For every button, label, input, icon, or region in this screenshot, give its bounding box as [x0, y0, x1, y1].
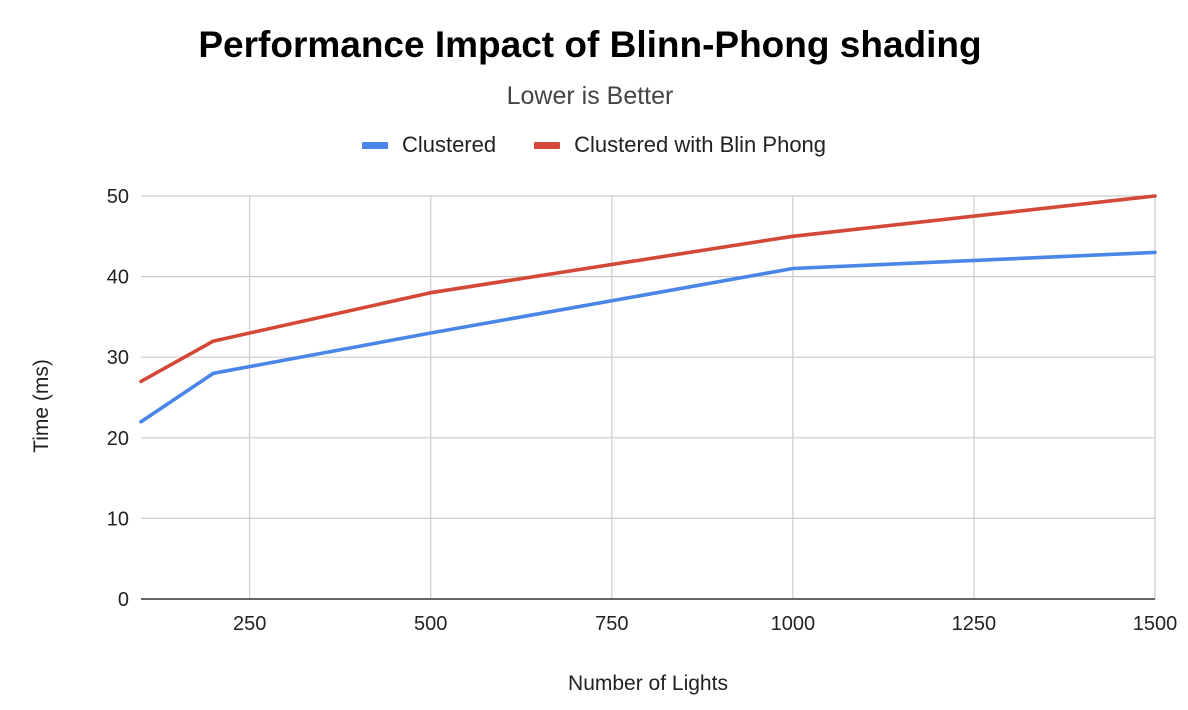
- x-tick-labels: 250 500 750 1000 1250 1500: [233, 613, 1177, 635]
- x-tick-label: 1000: [771, 613, 816, 635]
- y-axis-title: Time (ms): [30, 359, 53, 453]
- legend-item-clustered-blinn-phong[interactable]: Clustered with Blin Phong: [534, 132, 826, 158]
- gridlines: [141, 195, 1156, 599]
- x-tick-label: 250: [233, 613, 266, 635]
- legend-swatch-clustered: [361, 141, 388, 149]
- x-tick-label: 500: [414, 613, 447, 635]
- y-tick-label: 10: [107, 508, 129, 530]
- series-lines: [139, 194, 1157, 424]
- x-tick-label: 1500: [1133, 613, 1178, 635]
- series-line-0[interactable]: [139, 250, 1157, 424]
- series-line-1[interactable]: [139, 194, 1157, 384]
- chart-title: Performance Impact of Blinn-Phong shadin…: [198, 24, 982, 65]
- y-tick-labels: 0 10 20 30 40 50: [107, 186, 129, 611]
- legend-swatch-clustered-blinn-phong: [534, 141, 561, 149]
- x-tick-label: 750: [595, 613, 628, 635]
- x-tick-label: 1250: [952, 613, 997, 635]
- y-tick-label: 20: [107, 428, 129, 450]
- y-tick-label: 50: [107, 186, 129, 208]
- legend: Clustered Clustered with Blin Phong: [0, 132, 1188, 158]
- y-tick-label: 40: [107, 267, 129, 289]
- x-axis-title: Number of Lights: [568, 672, 728, 695]
- chart-subtitle: Lower is Better: [506, 82, 674, 110]
- legend-label-clustered: Clustered: [401, 132, 497, 157]
- y-tick-label: 30: [107, 347, 129, 369]
- y-tick-label: 0: [118, 589, 129, 611]
- legend-item-clustered[interactable]: Clustered: [361, 132, 497, 158]
- legend-label-clustered-blinn-phong: Clustered with Blin Phong: [574, 132, 827, 157]
